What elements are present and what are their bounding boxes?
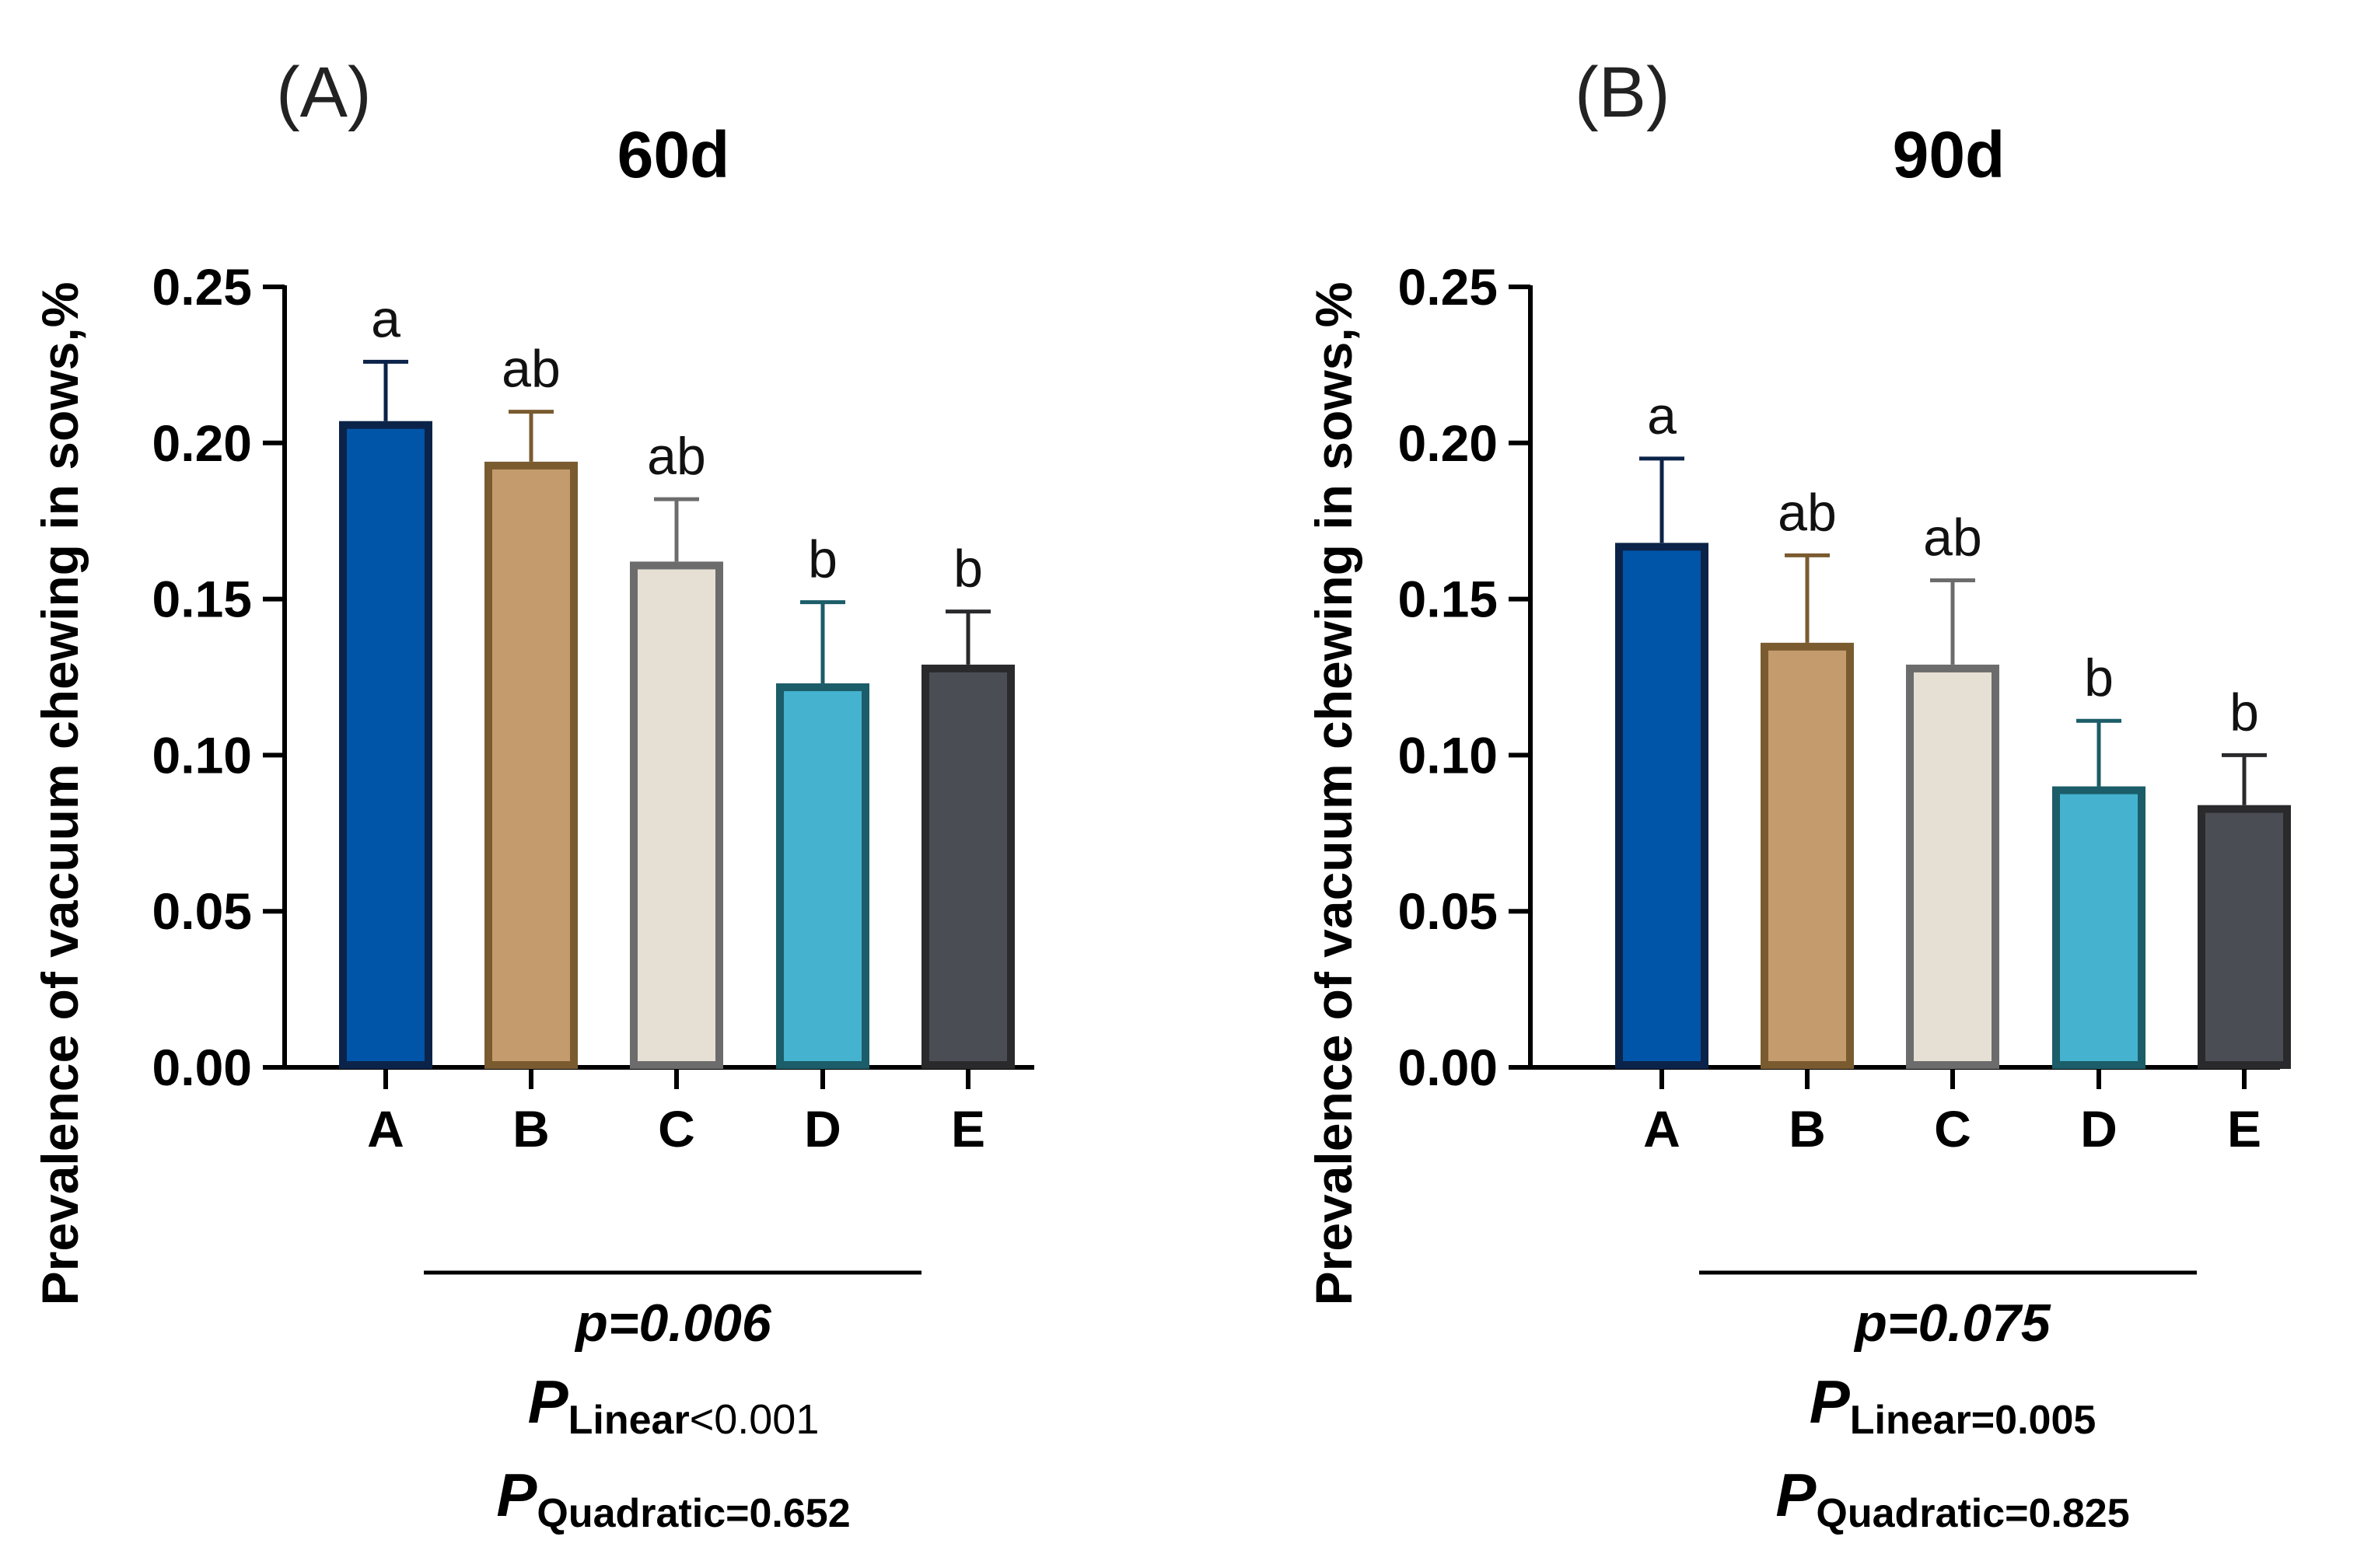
p-quadratic: PQuadratic=0.652 [496,1461,850,1536]
y-tick-label: 0.00 [152,1039,252,1096]
bar-A [1615,543,1708,1069]
y-tick-label: 0.05 [1398,882,1498,940]
p-quadratic: PQuadratic=0.825 [1775,1461,2129,1536]
y-tick-label: 0.10 [152,726,252,784]
bar-C [630,561,723,1069]
panel-label: (B) [1575,53,1670,132]
significance-letter: ab [647,427,706,486]
significance-letter: ab [502,340,561,399]
panel-label: (A) [276,53,372,132]
x-tick-label: E [2227,1100,2261,1158]
significance-letter: b [953,540,983,599]
significance-letter: b [808,530,838,589]
y-tick-label: 0.25 [152,258,252,316]
p-value: p=0.075 [1853,1294,2051,1353]
x-tick-label: C [658,1100,695,1158]
bar-B [1761,642,1854,1069]
significance-letter: ab [1923,508,1982,567]
bar-D [2052,786,2145,1069]
x-tick-label: D [804,1100,841,1158]
p-linear-subscript: Linear=0.005 [1850,1398,2096,1443]
y-tick-label: 0.20 [1398,414,1498,472]
y-tick-label: 0.05 [152,882,252,940]
panel-a: (A) 60d Prevalence of vacuum chewing in so… [31,53,1034,1536]
p-linear-symbol: P [1810,1367,1851,1436]
x-tick-label: B [1789,1100,1826,1158]
x-tick-label: D [2080,1100,2117,1158]
p-linear-value: <0.001 [690,1396,820,1443]
x-tick-label: E [951,1100,985,1158]
bar-E [921,664,1015,1069]
x-tick-label: A [1643,1100,1680,1158]
significance-letter: a [371,289,400,348]
p-linear-symbol: P [528,1367,569,1436]
p-quadratic-subscript: Quadratic=0.652 [537,1491,850,1536]
bar-D [776,683,869,1069]
p-linear: PLinear=0.005 [1810,1367,2096,1443]
chart-title: 60d [617,118,730,191]
y-tick-label: 0.15 [152,571,252,628]
y-tick-label: 0.10 [1398,726,1498,784]
y-axis-label: Prevalence of vacuum chewing in sows,% [1305,282,1362,1306]
bar-A [339,421,432,1069]
y-tick-label: 0.20 [152,414,252,472]
bar-E [2198,805,2291,1069]
bar-C [1906,664,1999,1069]
y-tick-label: 0.00 [1398,1039,1498,1096]
significance-letter: b [2084,648,2114,707]
p-quadratic-symbol: P [1775,1461,1817,1529]
y-tick-label: 0.15 [1398,571,1498,628]
chart-title: 90d [1893,118,2006,191]
panel-b: (B) 90d Prevalence of vacuum chewing in so… [1305,53,2291,1536]
p-value: p=0.006 [574,1294,772,1353]
y-tick-label: 0.25 [1398,258,1498,316]
p-linear: PLinear<0.001 [528,1367,820,1443]
y-axis-label: Prevalence of vacuum chewing in sows,% [31,282,89,1306]
significance-letter: b [2229,683,2259,742]
x-tick-label: A [367,1100,404,1158]
p-linear-subscript: Linear [568,1398,690,1443]
significance-letter: ab [1778,483,1837,542]
p-quadratic-subscript: Quadratic=0.825 [1816,1491,2129,1536]
p-quadratic-symbol: P [496,1461,537,1529]
x-tick-label: B [512,1100,550,1158]
bar-B [484,461,578,1069]
x-tick-label: C [1934,1100,1971,1158]
significance-letter: a [1647,386,1677,445]
